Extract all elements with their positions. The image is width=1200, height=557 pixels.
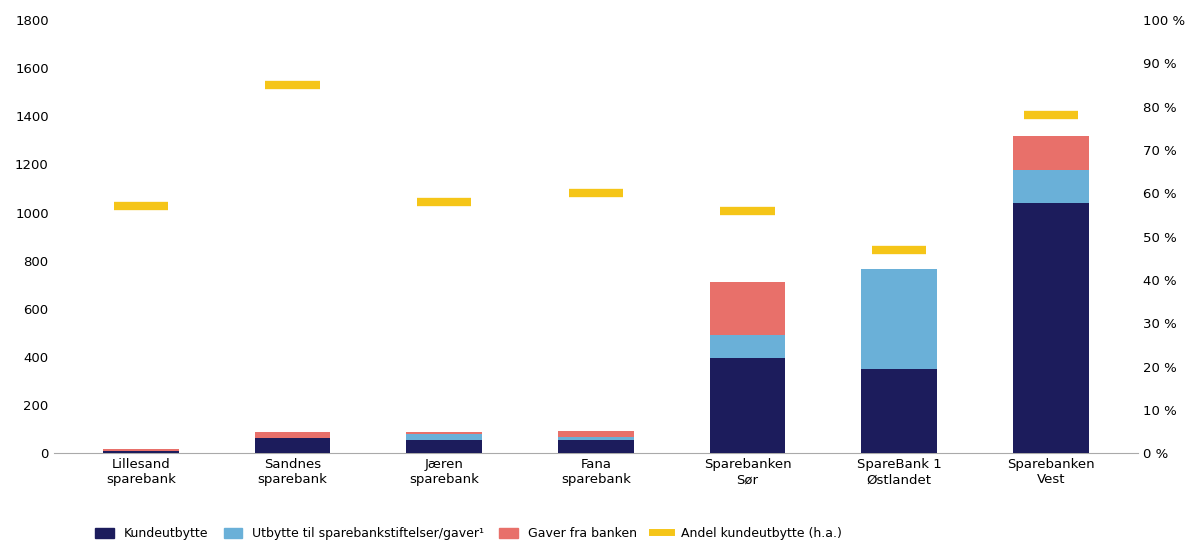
- Bar: [558, 440, 634, 453]
- Bar: [103, 451, 179, 453]
- Legend: Kundeutbytte, Utbytte til sparebankstiftelser/gaver¹, Gaver fra banken, Andel ku: Kundeutbytte, Utbytte til sparebankstift…: [90, 522, 847, 545]
- Bar: [1013, 203, 1088, 453]
- Bar: [709, 358, 785, 453]
- Bar: [709, 335, 785, 358]
- Bar: [407, 434, 482, 440]
- Bar: [407, 440, 482, 453]
- Bar: [103, 448, 179, 451]
- Bar: [407, 432, 482, 434]
- Bar: [862, 269, 937, 369]
- Bar: [709, 282, 785, 335]
- Bar: [1013, 135, 1088, 170]
- Bar: [254, 438, 330, 453]
- Bar: [254, 432, 330, 438]
- Bar: [558, 437, 634, 440]
- Bar: [862, 369, 937, 453]
- Bar: [1013, 170, 1088, 203]
- Bar: [558, 431, 634, 437]
